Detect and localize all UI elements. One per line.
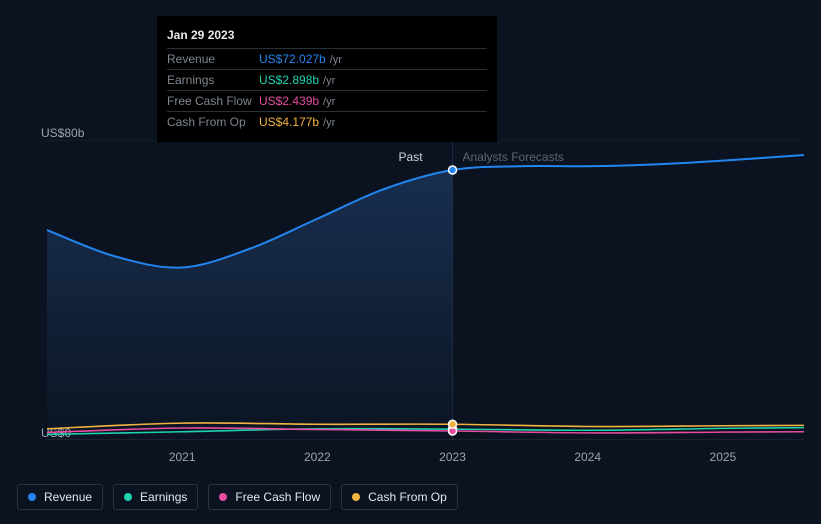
legend-label: Cash From Op	[368, 490, 447, 504]
tooltip-row-earnings: EarningsUS$2.898b/yr	[167, 69, 487, 90]
financials-chart: US$80b US$0 Past Analysts Forecasts 2021…	[17, 0, 804, 524]
legend-dot-icon	[219, 493, 227, 501]
y-tick-label-top: US$80b	[41, 126, 84, 140]
legend-label: Earnings	[140, 490, 187, 504]
x-tick-label: 2023	[439, 450, 466, 464]
x-tick-label: 2022	[304, 450, 331, 464]
legend-item-fcf[interactable]: Free Cash Flow	[208, 484, 331, 510]
tooltip-row-value: US$4.177b	[259, 115, 319, 129]
tooltip-row-value: US$2.439b	[259, 94, 319, 108]
legend-dot-icon	[28, 493, 36, 501]
tooltip-date: Jan 29 2023	[167, 24, 487, 48]
hover-marker-revenue	[449, 166, 457, 174]
tooltip-row-unit: /yr	[323, 75, 335, 87]
tooltip-row-value: US$2.898b	[259, 73, 319, 87]
tooltip-row-label: Revenue	[167, 52, 259, 66]
chart-plot-area[interactable]	[47, 140, 804, 440]
legend-dot-icon	[124, 493, 132, 501]
tooltip-row-unit: /yr	[323, 117, 335, 129]
legend-item-revenue[interactable]: Revenue	[17, 484, 103, 510]
x-tick-label: 2021	[169, 450, 196, 464]
tooltip-row-revenue: RevenueUS$72.027b/yr	[167, 48, 487, 69]
tooltip-row-unit: /yr	[323, 96, 335, 108]
legend-label: Revenue	[44, 490, 92, 504]
x-tick-label: 2024	[574, 450, 601, 464]
tooltip-row-cfo: Cash From OpUS$4.177b/yr	[167, 111, 487, 132]
hover-tooltip: Jan 29 2023 RevenueUS$72.027b/yrEarnings…	[157, 16, 497, 142]
legend-item-earnings[interactable]: Earnings	[113, 484, 198, 510]
x-tick-label: 2025	[710, 450, 737, 464]
tooltip-row-label: Free Cash Flow	[167, 94, 259, 108]
legend-item-cfo[interactable]: Cash From Op	[341, 484, 458, 510]
tooltip-row-label: Cash From Op	[167, 115, 259, 129]
tooltip-row-unit: /yr	[330, 54, 342, 66]
legend-dot-icon	[352, 493, 360, 501]
chart-legend: Revenue Earnings Free Cash Flow Cash From O…	[17, 484, 458, 510]
hover-marker-cfo	[449, 420, 457, 428]
past-area-fill	[47, 170, 453, 440]
legend-label: Free Cash Flow	[235, 490, 320, 504]
tooltip-row-fcf: Free Cash FlowUS$2.439b/yr	[167, 90, 487, 111]
tooltip-row-value: US$72.027b	[259, 52, 326, 66]
tooltip-row-label: Earnings	[167, 73, 259, 87]
